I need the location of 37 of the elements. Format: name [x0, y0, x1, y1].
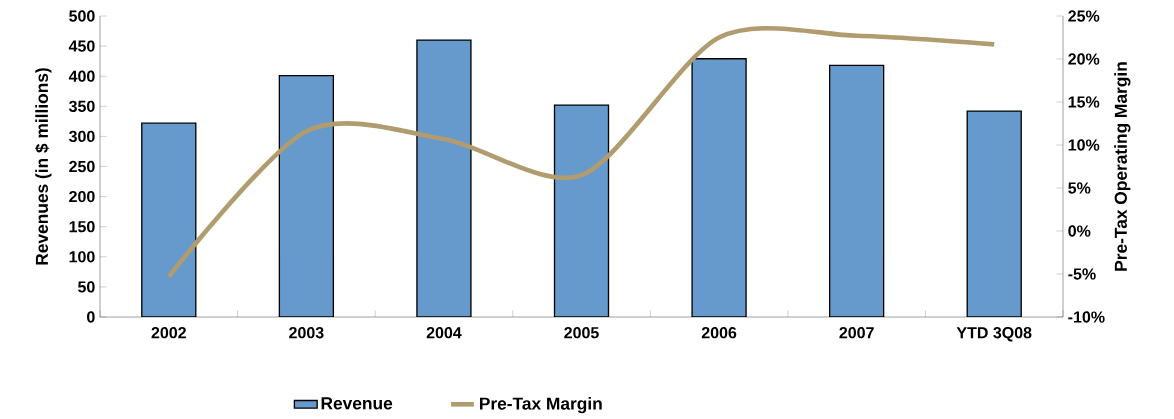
x-tick-label: 2007	[839, 327, 874, 339]
x-tick-label: YTD 3Q08	[956, 327, 1032, 342]
bar	[966, 110, 1022, 317]
y-tick-label: 300	[68, 130, 95, 143]
bar	[553, 104, 610, 317]
y2-tick-label: -10%	[1068, 311, 1105, 323]
y-tick-label: 50	[78, 281, 95, 293]
y-axis-title: Revenues (in $ millions)	[34, 68, 52, 265]
x-tick-label: 2003	[289, 327, 324, 339]
y-tick-label: 0	[87, 311, 95, 323]
legend-label: Revenue	[321, 397, 393, 410]
y-tick-label: 500	[69, 10, 95, 22]
y2-tick-label: 25%	[1068, 10, 1100, 22]
bar	[416, 39, 472, 317]
y-tick-label: 200	[69, 190, 95, 203]
x-tick-label: 2006	[701, 327, 737, 339]
y2-tick-label: 5%	[1068, 182, 1091, 194]
y-tick-label: 250	[69, 160, 95, 173]
y2-axis-title: Pre-Tax Operating Margin	[1114, 62, 1131, 271]
bar	[691, 58, 747, 317]
y-tick-label: 350	[68, 100, 95, 112]
y2-tick-label: 15%	[1068, 96, 1100, 108]
legend-label: Pre-Tax Margin	[479, 397, 602, 414]
y-tick-label: 450	[68, 40, 95, 52]
y-tick-label: 100	[69, 251, 95, 263]
y-tick-label: 400	[68, 70, 95, 82]
x-tick-label: 2004	[426, 327, 462, 339]
y-tick-label: 150	[69, 221, 95, 233]
y2-tick-label: 20%	[1068, 53, 1100, 65]
bar	[828, 64, 885, 317]
y2-tick-label: 0%	[1068, 225, 1091, 237]
y2-tick-label: -5%	[1068, 268, 1096, 280]
bar	[278, 74, 335, 317]
y2-tick-label: 10%	[1068, 139, 1100, 151]
x-tick-label: 2005	[564, 327, 599, 339]
bar	[141, 122, 197, 317]
x-tick-label: 2002	[151, 327, 186, 339]
